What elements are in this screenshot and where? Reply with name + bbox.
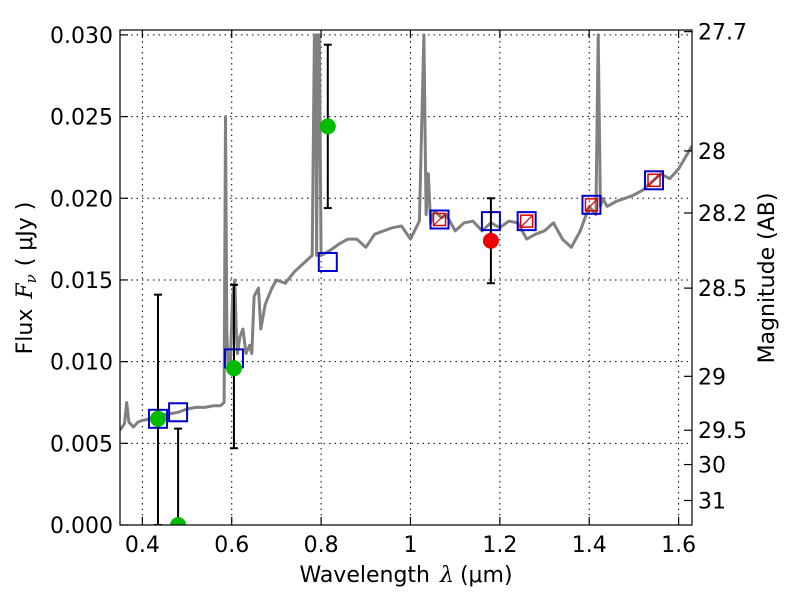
- x-tick-label: 1: [403, 533, 417, 558]
- magnitude-tick-label: 30: [698, 454, 726, 479]
- x-axis-label: Wavelength λ (μm): [299, 563, 512, 588]
- red-square-slash: [585, 198, 598, 212]
- model-photometry-square: [516, 211, 537, 232]
- red-square-slash: [520, 214, 534, 228]
- magnitude-tick-label: 28.5: [698, 277, 747, 302]
- model-photometry-square: [317, 251, 338, 272]
- magnitude-axis-label: Magnitude (AB): [755, 193, 780, 364]
- model-photometry-square: [168, 402, 189, 423]
- model-photometry-square: [644, 170, 665, 191]
- y-tick-label: 0.005: [50, 432, 113, 457]
- green-data-point: [149, 410, 166, 427]
- plot-frame: [119, 29, 693, 526]
- magnitude-axis: 27.7 28 28.2 28.5 29 29.5 30 31: [684, 21, 747, 514]
- spectrum-line: [120, 33, 692, 432]
- model-photometry-square: [581, 194, 602, 215]
- magnitude-tick-label: 28.2: [698, 202, 747, 227]
- magnitude-tick-label: 29: [698, 365, 726, 390]
- x-tick-label: 0.8: [304, 533, 339, 558]
- green-data-point: [319, 118, 336, 135]
- y-axis: 0.000 0.005 0.010 0.015 0.020 0.025 0.030: [50, 24, 128, 539]
- red-square-marker: [647, 173, 661, 188]
- green-data-point: [170, 517, 187, 525]
- y-tick-label: 0.015: [50, 269, 113, 294]
- x-tick-label: 1.6: [661, 533, 696, 558]
- y-tick-label: 0.000: [50, 514, 113, 539]
- x-tick-label: 1.4: [572, 533, 607, 558]
- y-tick-label: 0.010: [50, 351, 113, 376]
- red-square-slash: [647, 173, 661, 187]
- grid: [120, 30, 692, 526]
- magnitude-tick-label: 28: [698, 140, 726, 165]
- y-axis-label: FluxFν( μJy ): [13, 202, 40, 355]
- plot-area: [120, 33, 692, 525]
- y-tick-label: 0.020: [50, 187, 113, 212]
- red-square-slash: [433, 213, 446, 226]
- y-tick-label: 0.030: [50, 24, 113, 49]
- red-square-marker: [584, 198, 599, 212]
- x-tick-label: 1.2: [482, 533, 517, 558]
- red-square-marker: [519, 214, 534, 228]
- y-tick-label: 0.025: [50, 106, 113, 131]
- green-data-point: [225, 360, 242, 377]
- magnitude-tick-label: 27.7: [698, 21, 747, 46]
- x-axis: 0.4 0.6 0.8 1 1.2 1.4 1.6: [125, 30, 696, 558]
- red-square-marker: [432, 212, 447, 227]
- x-tick-label: 0.6: [214, 533, 249, 558]
- red-data-point: [482, 232, 499, 249]
- magnitude-tick-label: 29.5: [698, 419, 747, 444]
- x-tick-label: 0.4: [125, 533, 160, 558]
- model-photometry-square: [429, 209, 450, 230]
- magnitude-tick-label: 31: [698, 489, 726, 514]
